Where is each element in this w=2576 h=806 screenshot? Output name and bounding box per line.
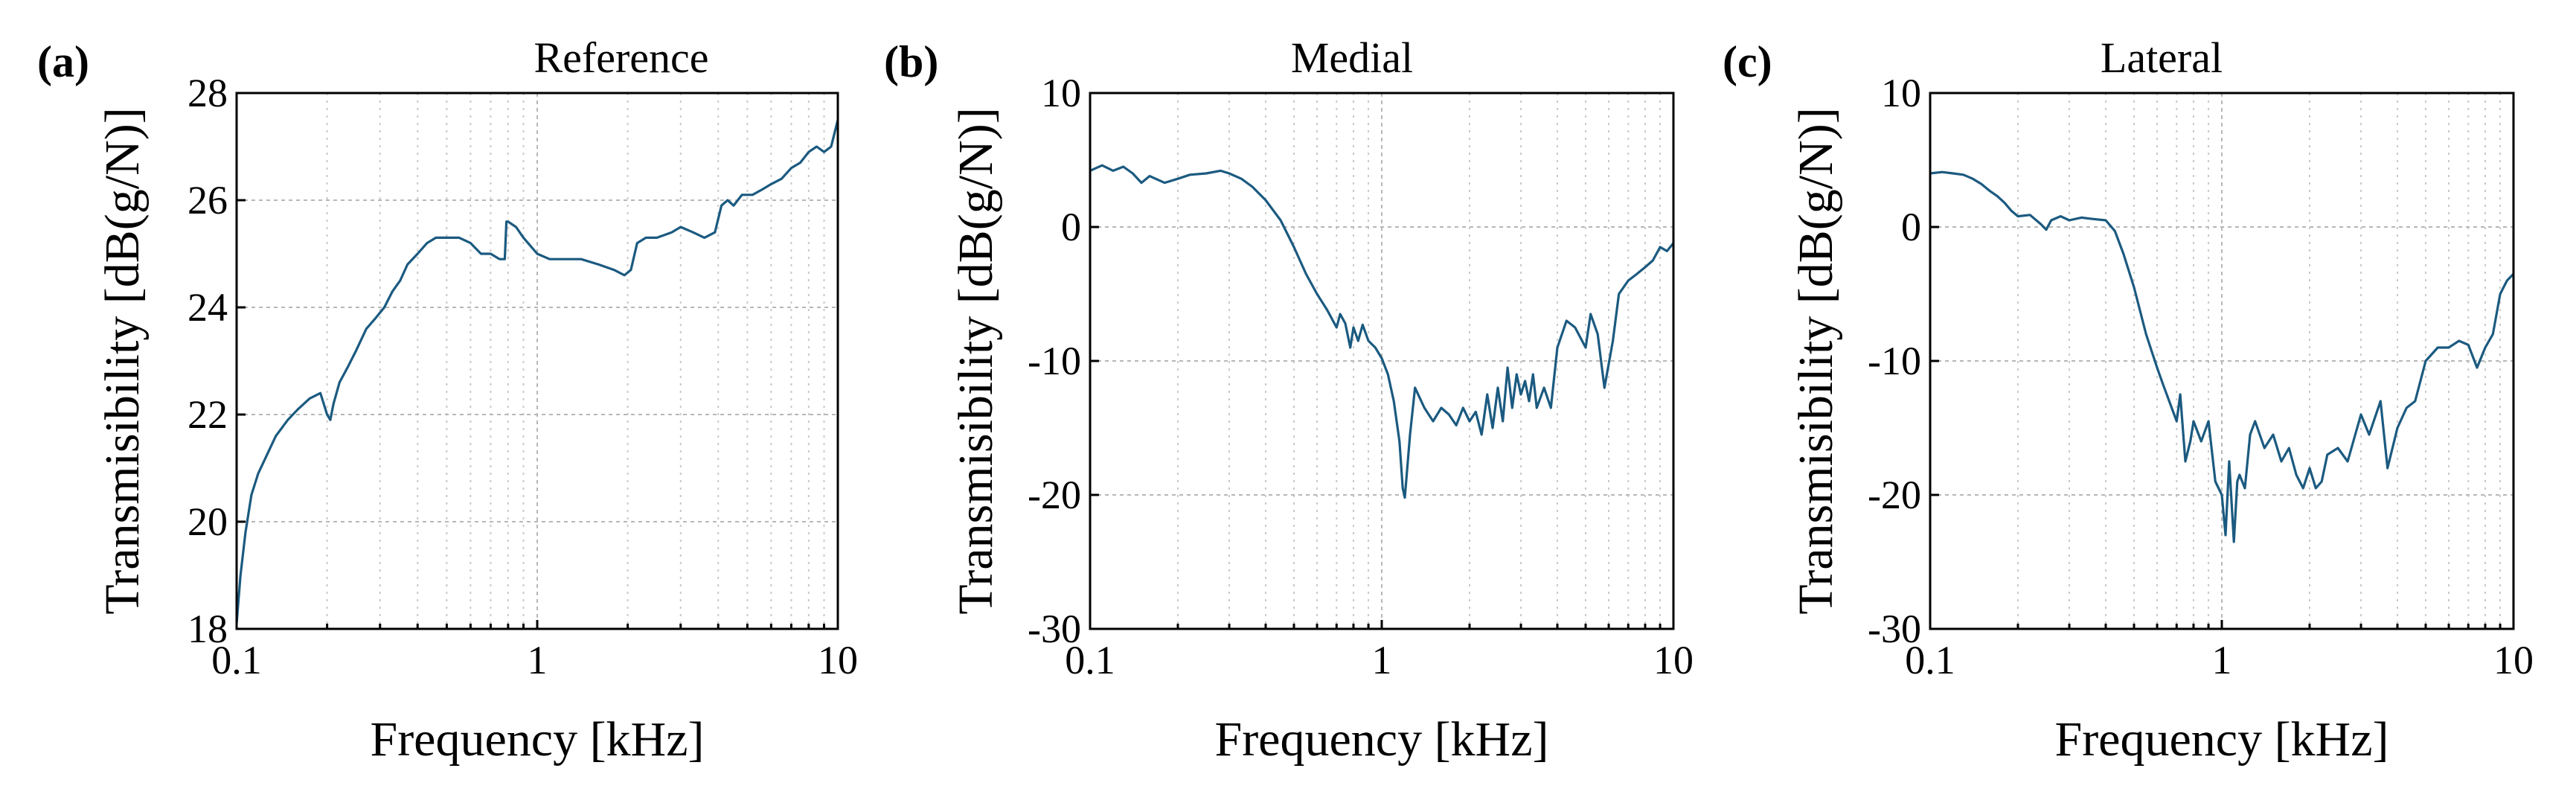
y-tick-label: 28 xyxy=(188,71,228,115)
y-tick-label: 18 xyxy=(188,607,228,651)
x-tick-label: 0.1 xyxy=(1065,638,1115,682)
series-line-reference xyxy=(235,119,839,624)
x-tick-label: 10 xyxy=(818,638,858,682)
y-tick-label: 0 xyxy=(1901,205,1921,249)
x-tick-label: 1 xyxy=(2212,638,2232,682)
x-tick-label: 0.1 xyxy=(211,638,262,682)
x-tick-label: 1 xyxy=(528,638,548,682)
y-tick-label: -20 xyxy=(1868,473,1921,517)
y-tick-label: -20 xyxy=(1028,473,1081,517)
x-axis-label: Frequency [kHz] xyxy=(371,712,705,767)
panel-label: (b) xyxy=(884,37,938,86)
chart-title: Reference xyxy=(534,33,708,82)
x-tick-label: 10 xyxy=(1653,638,1694,682)
chart-title: Medial xyxy=(1291,33,1413,82)
series-line-medial xyxy=(1089,164,1675,499)
x-axis-label: Frequency [kHz] xyxy=(1215,712,1549,767)
y-axis-label: Transmisibility [dB(g/N)] xyxy=(95,107,150,614)
y-tick-label: 22 xyxy=(188,392,228,437)
panel-label: (c) xyxy=(1723,37,1772,86)
x-tick-label: 0.1 xyxy=(1905,638,1955,682)
y-tick-label: -10 xyxy=(1868,339,1921,383)
y-tick-label: -30 xyxy=(1868,607,1921,651)
y-tick-label: 26 xyxy=(188,178,228,223)
y-tick-label: 24 xyxy=(188,285,228,330)
panel-label: (a) xyxy=(37,37,89,86)
chart-panel-2: 0.1 1 10 -30 -20 -10 0 10 Medial (b) Frequency [kH… xyxy=(884,33,1694,767)
chart-panel-3: 0.1 1 10 -30 -20 -10 0 10 Lateral (c) Frequency [k… xyxy=(1723,33,2534,767)
y-tick-label: -30 xyxy=(1028,607,1081,651)
y-axis-label: Transmisibility [dB(g/N)] xyxy=(1789,107,1843,614)
y-tick-label: 10 xyxy=(1881,71,1921,115)
x-tick-label: 1 xyxy=(1372,638,1392,682)
chart-title: Lateral xyxy=(2101,33,2223,82)
x-axis-label: Frequency [kHz] xyxy=(2055,712,2389,767)
y-axis-label: Transmisibility [dB(g/N)] xyxy=(949,107,1003,614)
series-line-lateral xyxy=(1929,170,2515,543)
y-tick-label: -10 xyxy=(1028,339,1081,383)
y-tick-label: 20 xyxy=(188,499,228,544)
chart-panel-1: 0.1 1 10 18 20 22 24 26 28 Reference (a) Frequency … xyxy=(37,33,858,767)
x-tick-label: 10 xyxy=(2493,638,2534,682)
y-tick-label: 0 xyxy=(1061,205,1081,249)
y-tick-label: 10 xyxy=(1041,71,1081,115)
